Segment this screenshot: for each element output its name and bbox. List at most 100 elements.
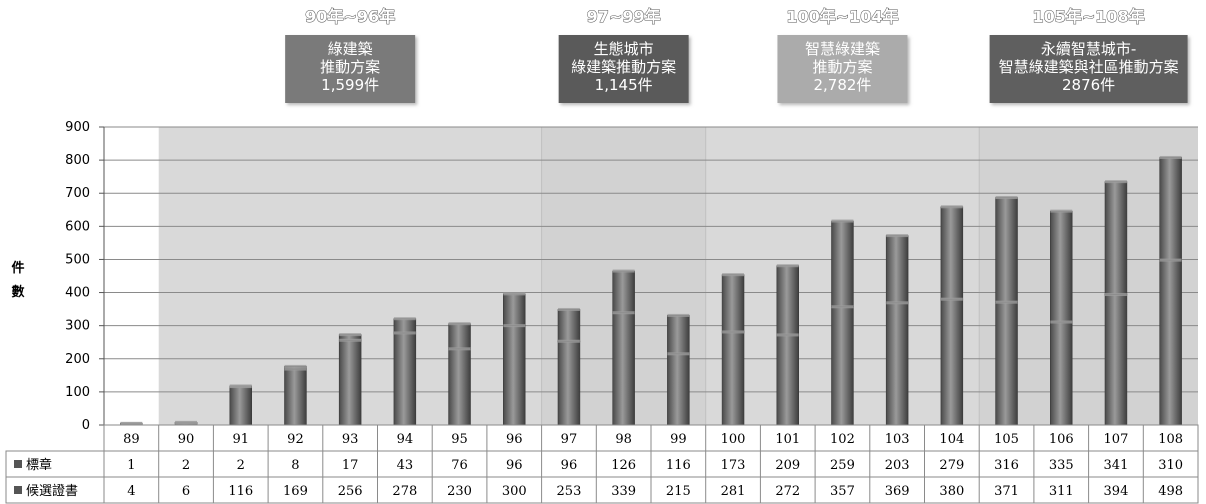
period-box-3 (989, 35, 1188, 103)
data-label-1-95: 76 (451, 458, 468, 473)
period-box-text-1-1: 綠建築推動方案 (571, 58, 676, 76)
data-table: 89 90 91 92 93 94 95 96 97 98 99 100 101 102 103 104 105… (5, 424, 1199, 504)
bar-top-108 (1159, 157, 1182, 261)
data-label-1-99: 116 (666, 458, 691, 473)
bar-cap-99 (667, 313, 690, 317)
bar-top-105 (995, 197, 1018, 303)
data-label-2-97: 253 (557, 484, 582, 499)
bar-base-94 (393, 332, 417, 426)
bar-cap-92 (284, 364, 307, 368)
bar-base-104 (940, 298, 964, 426)
data-label-1-96: 96 (506, 458, 523, 473)
data-label-2-99: 215 (666, 484, 691, 499)
period-box-text-2-2: 2,782件 (813, 76, 871, 94)
x-tick-label-89: 89 (123, 432, 140, 447)
x-tick-label-96: 96 (506, 432, 523, 447)
y-tick-label-900: 900 (65, 120, 90, 135)
bar-divider-100 (722, 330, 744, 334)
bar-top-98 (612, 270, 635, 314)
bar-cap-89 (120, 421, 143, 425)
data-label-1-103: 203 (885, 458, 910, 473)
period-box-0 (285, 35, 416, 103)
data-label-1-107: 341 (1104, 458, 1129, 473)
bar-divider-92 (284, 367, 307, 371)
period-label-1: 97~99年 (587, 7, 661, 26)
bar-top-95 (448, 323, 471, 350)
bar-base-102 (831, 306, 854, 426)
data-label-1-90: 2 (182, 458, 190, 473)
x-tick-label-105: 105 (994, 432, 1019, 447)
bar-base-91 (229, 386, 252, 426)
data-label-2-100: 281 (721, 484, 746, 499)
bar-top-97 (557, 309, 581, 342)
x-tick-label-104: 104 (939, 432, 964, 447)
bar-base-103 (885, 302, 909, 426)
bar-top-106 (1050, 210, 1073, 323)
bars (120, 155, 1182, 426)
data-label-2-108: 498 (1158, 484, 1183, 499)
data-label-2-103: 369 (885, 484, 910, 499)
period-box-text-1-0: 生態城市 (594, 40, 654, 58)
data-label-2-106: 311 (1049, 484, 1074, 499)
bar-base-92 (284, 368, 307, 426)
period-box-text-0-0: 綠建築 (328, 40, 373, 58)
y-tick-label-700: 700 (65, 186, 90, 201)
x-tick-label-107: 107 (1104, 432, 1129, 447)
bar-cap-96 (503, 292, 526, 296)
x-tick-label-93: 93 (342, 432, 359, 447)
x-tick-label-91: 91 (232, 432, 249, 447)
bar-cap-91 (229, 384, 252, 388)
bar-base-106 (1050, 321, 1073, 426)
bar-divider-101 (776, 333, 799, 337)
bar-base-97 (557, 340, 581, 426)
bar-base-96 (503, 325, 526, 426)
bar-base-105 (995, 301, 1018, 426)
bar-base-101 (776, 334, 799, 426)
period-box-text-3-2: 2876件 (1062, 76, 1115, 94)
bar-top-99 (667, 315, 690, 355)
y-tick-label-600: 600 (65, 219, 90, 234)
legend-entry-2: 候選證書 (26, 483, 78, 499)
period-box-text-0-1: 推動方案 (320, 58, 380, 76)
data-label-2-101: 272 (775, 484, 800, 499)
bar-cap-106 (1050, 209, 1073, 213)
bar-divider-94 (393, 331, 416, 335)
y-tick-label-800: 800 (65, 153, 90, 168)
x-tick-label-95: 95 (451, 432, 468, 447)
legend-key-1 (14, 460, 22, 468)
legend-key-2 (14, 486, 22, 494)
bar-top-104 (940, 206, 964, 300)
bar-cap-95 (448, 322, 471, 326)
data-label-1-92: 8 (291, 458, 299, 473)
data-label-1-100: 173 (721, 458, 746, 473)
bar-top-101 (776, 265, 799, 336)
bar-top-103 (885, 235, 909, 304)
bar-base-93 (338, 339, 362, 426)
data-label-1-105: 316 (994, 458, 1019, 473)
bar-cap-97 (558, 307, 580, 311)
data-label-1-91: 2 (237, 458, 245, 473)
bar-cap-100 (722, 273, 744, 277)
data-label-1-101: 209 (775, 458, 800, 473)
bar-divider-95 (448, 347, 471, 351)
bar-top-96 (503, 293, 526, 326)
x-tick-label-92: 92 (287, 432, 304, 447)
data-label-1-89: 1 (127, 458, 135, 473)
bar-divider-96 (503, 324, 526, 328)
x-tick-label-90: 90 (178, 432, 195, 447)
data-label-2-92: 169 (283, 484, 308, 499)
bar-base-107 (1104, 294, 1128, 426)
y-tick-label-300: 300 (65, 319, 90, 334)
x-tick-label-108: 108 (1158, 432, 1183, 447)
bar-top-94 (393, 318, 417, 334)
data-label-2-98: 339 (611, 484, 636, 499)
data-label-1-98: 126 (611, 458, 636, 473)
data-label-2-96: 300 (502, 484, 527, 499)
period-label-2: 100年~104年 (786, 7, 898, 26)
bar-base-98 (612, 312, 635, 426)
bar-divider-103 (886, 301, 909, 305)
x-tick-label-97: 97 (561, 432, 578, 447)
y-tick-label-400: 400 (65, 286, 90, 301)
data-label-2-95: 230 (447, 484, 472, 499)
